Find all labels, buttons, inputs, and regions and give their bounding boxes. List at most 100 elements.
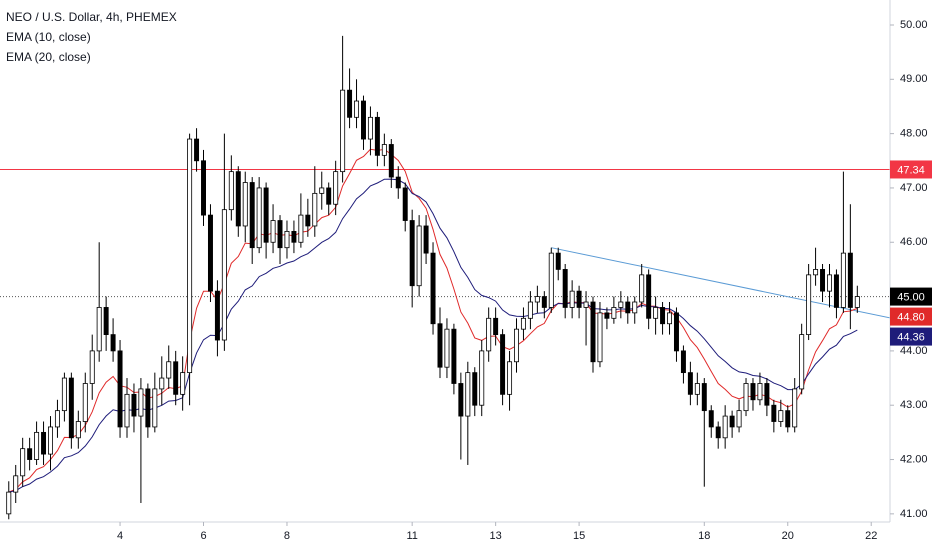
candle-body — [75, 421, 81, 439]
candle-body — [214, 290, 220, 341]
candle-body — [708, 410, 714, 428]
price-label-box — [890, 327, 932, 346]
candle-body — [437, 323, 443, 368]
candle-body — [20, 448, 26, 477]
candle-body — [96, 307, 102, 352]
candle-body — [799, 334, 805, 390]
candle-body — [660, 307, 666, 325]
candle-body — [548, 252, 554, 308]
candle-body — [694, 383, 700, 395]
candle-body — [653, 307, 659, 319]
candle-body — [618, 301, 624, 308]
candle-body — [284, 230, 290, 249]
candle-body — [381, 144, 387, 156]
candle-body — [555, 252, 561, 270]
candle-body — [228, 171, 234, 211]
candle-body — [166, 361, 172, 379]
candle-body — [493, 317, 499, 336]
price-label: 44.80 — [897, 311, 925, 323]
candle-body — [367, 116, 373, 140]
candle-body — [583, 301, 589, 308]
candle-body — [423, 225, 429, 254]
candle-body — [646, 274, 652, 319]
y-tick-label: 46.00 — [900, 236, 928, 248]
candle-body — [221, 209, 227, 341]
candle-body — [514, 328, 519, 363]
candle-body — [319, 187, 325, 194]
price-label-box — [890, 307, 932, 326]
x-tick-label: 8 — [284, 530, 290, 542]
candle-body — [827, 274, 832, 292]
y-tick-label: 47.00 — [900, 182, 928, 194]
candle-body — [277, 220, 283, 249]
candle-body — [145, 388, 151, 428]
candle-body — [611, 307, 617, 319]
candle-body — [235, 171, 241, 227]
candle-body — [520, 317, 526, 330]
x-tick-label: 13 — [490, 530, 502, 542]
candle-body — [242, 182, 248, 227]
candle-body — [201, 160, 206, 216]
candle-body — [117, 350, 123, 428]
candle-body — [792, 388, 798, 428]
candle-body — [500, 334, 506, 395]
candle-body — [270, 220, 276, 243]
candle-body — [395, 176, 401, 189]
candle-body — [847, 252, 853, 308]
candle-body — [34, 431, 40, 460]
candle-body — [569, 290, 575, 308]
price-label: 45.00 — [897, 291, 925, 303]
candle-body — [416, 225, 422, 287]
candle-body — [833, 274, 839, 308]
candle-body — [173, 361, 179, 395]
candle-body — [458, 383, 464, 417]
candle-body — [806, 274, 812, 336]
price-label-box — [890, 287, 932, 306]
candle-body — [131, 393, 137, 417]
price-label-box — [890, 160, 932, 179]
candle-body — [667, 312, 673, 325]
candle-body — [194, 138, 200, 162]
candle-body — [576, 290, 582, 308]
candle-body — [61, 377, 67, 412]
candle-body — [673, 312, 679, 352]
candle-body — [388, 144, 394, 178]
y-tick-label: 50.00 — [900, 19, 928, 31]
candle-body — [590, 301, 596, 363]
candle-body — [743, 383, 749, 412]
candle-body — [27, 448, 33, 460]
y-tick-label: 42.00 — [900, 453, 928, 465]
candle-body — [82, 383, 88, 422]
candle-body — [6, 491, 12, 515]
candle-body — [333, 171, 339, 205]
candle-body — [465, 372, 471, 417]
x-tick-label: 22 — [865, 530, 877, 542]
candle-body — [68, 377, 74, 439]
candle-body — [771, 404, 777, 422]
candle-body — [597, 312, 603, 363]
candle-body — [263, 187, 269, 243]
candle-body — [305, 214, 311, 227]
candle-body — [604, 312, 610, 319]
candle-body — [444, 328, 450, 368]
candle-body — [138, 388, 144, 417]
x-tick-label: 11 — [406, 530, 417, 542]
candle-body — [374, 116, 380, 156]
candle-body — [854, 296, 860, 308]
candle-body — [625, 301, 631, 314]
candle-body — [89, 350, 95, 384]
candle-body — [541, 296, 547, 308]
candle-body — [729, 415, 735, 428]
candle-body — [701, 383, 707, 412]
candle-body — [562, 269, 568, 308]
candle-body — [347, 89, 353, 118]
candle-body — [785, 410, 791, 428]
candle-body — [757, 383, 763, 401]
candle-body — [472, 372, 478, 406]
candle-body — [402, 187, 408, 221]
x-tick-label: 4 — [117, 530, 123, 542]
candle-body — [152, 388, 158, 428]
candle-body — [430, 252, 436, 325]
candle-body — [687, 372, 693, 395]
candle-body — [256, 187, 262, 249]
